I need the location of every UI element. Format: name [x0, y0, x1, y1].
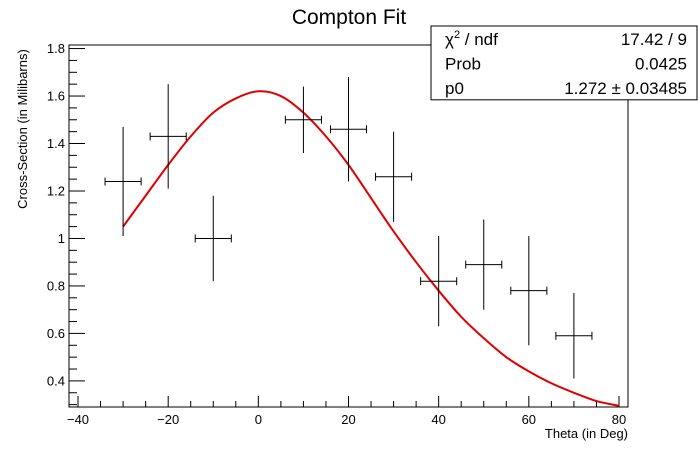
y-tick-label: 0.6: [47, 326, 65, 341]
data-point: [329, 77, 368, 182]
stats-box: χ2 / ndf 17.42 / 9 Prob 0.0425 p0 1.272 ± 0.0…: [430, 25, 698, 101]
axes-group: −40 −20 0 20 40 60 80 0.4 0.6 0.8 1 1.2 1.4 1.6 1.8: [47, 41, 626, 427]
stats-label: χ2 / ndf: [445, 29, 498, 49]
data-point: [194, 195, 232, 282]
x-tick-label: −20: [157, 412, 179, 427]
y-tick-label: 1.8: [47, 41, 65, 56]
chart-title: Compton Fit: [292, 6, 407, 29]
data-point: [284, 86, 322, 154]
x-tick-label: 20: [341, 412, 355, 427]
fit-curve-group: [122, 90, 620, 407]
data-point: [465, 219, 503, 310]
y-tick-label: 0.8: [47, 278, 65, 293]
x-tick-label: 0: [255, 412, 262, 427]
y-axis-label: Cross-Section (in Milibarns): [15, 49, 30, 209]
stats-label: p0: [445, 79, 464, 98]
stats-value: 0.0425: [635, 55, 687, 74]
stats-value: 1.272 ± 0.03485: [564, 79, 687, 98]
y-tick-label: 1.4: [47, 136, 65, 151]
data-point: [149, 84, 187, 189]
x-tick-label: 60: [522, 412, 536, 427]
stats-box-frame: [430, 25, 698, 101]
stats-label: Prob: [445, 55, 481, 74]
y-tick-label: 1.6: [47, 89, 65, 104]
data-point: [420, 236, 458, 327]
y-tick-label: 0.4: [47, 373, 65, 388]
stats-value: 17.42 / 9: [621, 30, 687, 49]
y-tick-label: 1.2: [47, 183, 65, 198]
x-tick-label: 40: [431, 412, 445, 427]
fit-curve-line: [122, 90, 620, 407]
data-point: [555, 293, 593, 379]
data-points-group: [104, 77, 593, 379]
x-axis-label: Theta (in Deg): [545, 426, 628, 441]
y-tick-label: 1: [58, 231, 65, 246]
x-tick-label: −40: [67, 412, 89, 427]
x-tick-label: 80: [612, 412, 626, 427]
data-point: [375, 131, 413, 222]
data-point: [104, 126, 142, 237]
data-point: [510, 236, 548, 346]
